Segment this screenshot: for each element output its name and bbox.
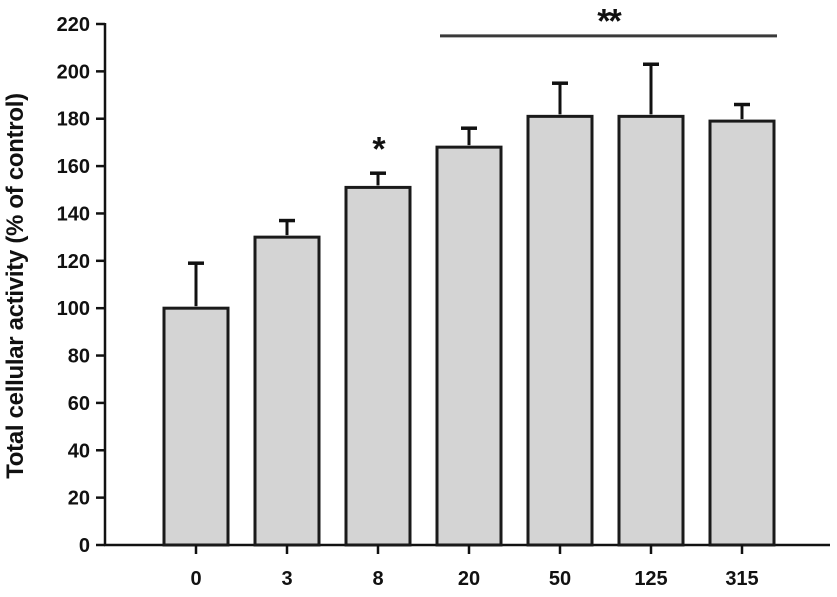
y-tick-label: 80 [68,346,90,368]
bar [617,114,685,547]
x-axis-category-label: 3 [281,568,292,590]
y-tick-label: 140 [57,203,90,225]
significance-double-star: ** [597,3,622,41]
y-tick-label: 40 [68,440,90,462]
y-tick-label: 60 [68,393,90,415]
x-axis-category-label: 20 [458,568,480,590]
y-tick-label: 20 [68,488,90,510]
y-tick-label: 100 [57,298,90,320]
bar [526,114,594,547]
y-tick-label: 180 [57,109,90,131]
y-axis-title: Total cellular activity (% of control) [2,93,29,479]
x-axis-category-label: 50 [549,568,571,590]
y-tick-label: 220 [57,14,90,36]
bar [344,185,412,547]
bar [162,306,230,547]
significance-star: * [372,130,386,168]
y-tick-label: 160 [57,156,90,178]
bar [708,119,776,547]
x-axis-category-label: 125 [634,568,667,590]
y-tick-label: 200 [57,61,90,83]
bar [253,235,321,547]
y-tick-label: 0 [79,535,90,557]
y-tick-label: 120 [57,251,90,273]
x-axis-category-label: 0 [190,568,201,590]
x-axis-category-label: 8 [372,568,383,590]
bar [435,145,503,547]
x-axis-category-label: 315 [725,568,758,590]
